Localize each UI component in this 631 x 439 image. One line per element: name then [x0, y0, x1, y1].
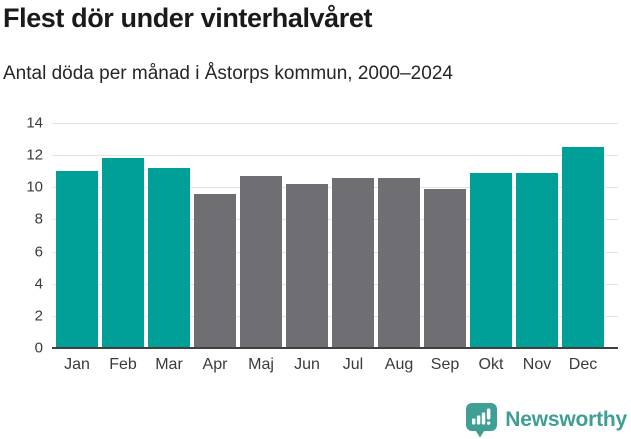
y-tick-label-10: 10: [26, 178, 43, 196]
x-tick-label-okt: Okt: [478, 356, 504, 373]
y-tick-label-14: 14: [26, 114, 43, 132]
x-tick-label-nov: Nov: [522, 356, 552, 373]
chart-subtitle: Antal döda per månad i Åstorps kommun, 2…: [3, 63, 453, 84]
y-tick-label-12: 12: [26, 146, 43, 164]
y-tick-label-8: 8: [34, 210, 43, 228]
bar-sep: [424, 188, 466, 348]
x-tick-label-maj: Maj: [248, 356, 274, 373]
y-axis-labels: 0 2 4 6 8 10 12 14: [0, 116, 43, 356]
y-tick-label-4: 4: [34, 275, 43, 293]
x-axis-labels: Jan Feb Mar Apr Maj Jun Jul Aug Sep Okt Nov Dec: [56, 356, 604, 374]
x-tick-label-apr: Apr: [202, 356, 228, 373]
bar-aug: [378, 177, 420, 348]
bar-dec: [562, 147, 604, 348]
x-tick-label-jul: Jul: [342, 356, 364, 373]
x-tick-label-aug: Aug: [384, 356, 414, 373]
bars-container: [56, 123, 604, 348]
bar-okt: [470, 172, 512, 348]
newsworthy-logo-text: Newsworthy: [505, 407, 627, 431]
plot-area: [52, 123, 618, 348]
bar-nov: [516, 172, 558, 348]
gridline-14: [52, 123, 618, 124]
bar-feb: [102, 158, 144, 348]
x-tick-label-jan: Jan: [64, 356, 90, 373]
x-tick-label-sep: Sep: [430, 356, 460, 373]
y-tick-label-2: 2: [34, 307, 43, 325]
x-axis-line: [52, 347, 618, 349]
bar-apr: [194, 193, 236, 348]
bar-jul: [332, 177, 374, 348]
y-tick-label-0: 0: [34, 339, 43, 357]
newsworthy-logo: Newsworthy: [464, 401, 627, 438]
x-tick-label-dec: Dec: [568, 356, 598, 373]
bar-jan: [56, 171, 98, 348]
bar-mar: [148, 168, 190, 348]
x-tick-label-mar: Mar: [155, 356, 183, 373]
newsworthy-speech-bubble-barchart-icon: [466, 403, 498, 438]
gridline-12: [52, 155, 618, 157]
x-tick-label-jun: Jun: [294, 356, 320, 373]
bar-maj: [240, 176, 282, 348]
x-tick-label-feb: Feb: [109, 356, 137, 373]
chart-title: Flest dör under vinterhalvåret: [3, 3, 373, 33]
y-tick-label-6: 6: [34, 243, 43, 261]
bar-jun: [286, 184, 328, 348]
